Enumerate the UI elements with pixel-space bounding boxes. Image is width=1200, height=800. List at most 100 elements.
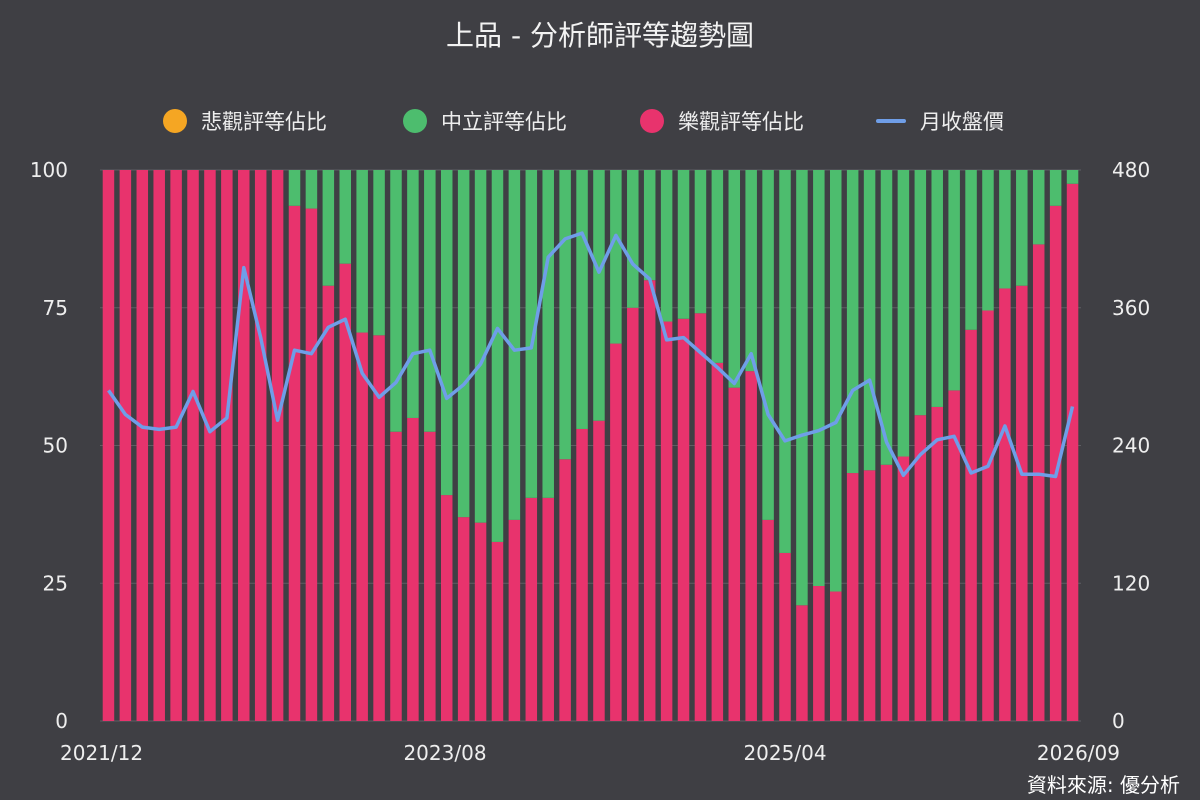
bar-optimistic (914, 415, 927, 721)
bar-neutral (846, 170, 859, 474)
bar-optimistic (187, 170, 199, 721)
bar-optimistic (982, 310, 994, 721)
bar-optimistic (593, 420, 605, 721)
y-right-tick: 480 (1112, 158, 1150, 182)
x-tick: 2021/12 (60, 741, 143, 765)
bar-optimistic (305, 208, 318, 721)
bar-optimistic (796, 605, 808, 721)
legend-dot-optimistic (640, 109, 664, 133)
bar-optimistic (880, 464, 893, 721)
bar-neutral (339, 170, 352, 264)
bar-neutral (542, 170, 554, 498)
bar-optimistic (153, 170, 165, 721)
y-left-tick: 25 (43, 571, 68, 595)
bar-optimistic (846, 473, 859, 721)
bar-optimistic (457, 517, 470, 721)
bar-neutral (1049, 170, 1062, 206)
bar-optimistic (1016, 285, 1028, 721)
bar-neutral (305, 170, 318, 209)
bar-optimistic (863, 470, 876, 721)
bar-optimistic (728, 387, 741, 721)
bar-optimistic (660, 321, 673, 721)
legend-item-pessimistic[interactable]: 悲觀評等佔比 (163, 106, 327, 136)
bar-optimistic (762, 519, 774, 721)
bar-neutral (982, 170, 994, 311)
bar-neutral (914, 170, 927, 416)
bar-neutral (390, 170, 402, 432)
bar-neutral (931, 170, 943, 407)
bar-optimistic (424, 431, 436, 721)
bar-neutral (288, 170, 301, 206)
y-left-tick: 100 (30, 158, 68, 182)
source-credit: 資料來源: 優分析 (1026, 773, 1180, 797)
legend-line-close-price (876, 119, 906, 123)
bar-neutral (424, 170, 436, 432)
price-line (107, 231, 1075, 479)
bar-neutral (576, 170, 588, 429)
y-left-tick: 75 (43, 296, 68, 320)
bar-neutral (457, 170, 470, 518)
bar-neutral (999, 170, 1011, 289)
bar-optimistic (931, 406, 943, 721)
bar-neutral (474, 170, 487, 523)
bar-neutral (508, 170, 521, 520)
bar-optimistic (204, 170, 216, 721)
x-tick: 2026/09 (1037, 741, 1120, 765)
bar-neutral (373, 170, 385, 336)
legend-item-close-price[interactable]: 月收盤價 (876, 106, 1004, 136)
legend-item-optimistic[interactable]: 樂觀評等佔比 (640, 106, 804, 136)
bar-optimistic (745, 371, 757, 721)
bar-neutral (762, 170, 774, 520)
bar-neutral (627, 170, 639, 308)
bar-optimistic (525, 497, 538, 721)
bar-optimistic (677, 318, 690, 721)
bar-optimistic (356, 332, 368, 721)
legend-label-close-price: 月收盤價 (920, 110, 1004, 134)
bar-optimistic (390, 431, 402, 721)
y-right-tick: 240 (1112, 434, 1150, 458)
bar-optimistic (694, 313, 707, 721)
bar-optimistic (897, 456, 910, 721)
bar-neutral (610, 170, 622, 344)
bar-optimistic (1032, 244, 1045, 721)
bar-optimistic (339, 263, 352, 721)
legend-dot-pessimistic (163, 109, 187, 133)
bar-neutral (491, 170, 504, 542)
bar-neutral (711, 170, 724, 363)
legend-item-neutral[interactable]: 中立評等佔比 (403, 106, 567, 136)
legend-label-pessimistic: 悲觀評等佔比 (201, 110, 327, 134)
bar-optimistic (136, 170, 149, 721)
bar-neutral (559, 170, 571, 460)
chart-title: 上品 - 分析師評等趨勢圖 (446, 19, 754, 52)
bar-optimistic (948, 390, 960, 721)
bar-optimistic (170, 170, 182, 721)
bar-optimistic (1049, 205, 1062, 721)
bar-optimistic (119, 170, 132, 721)
bar-optimistic (322, 285, 335, 721)
bar-neutral (440, 170, 453, 496)
bar-optimistic (491, 541, 504, 721)
bar-neutral (897, 170, 910, 457)
bar-neutral (948, 170, 960, 391)
bar-optimistic (542, 497, 554, 721)
legend-dot-neutral (403, 109, 427, 133)
bar-optimistic (474, 522, 487, 721)
y-right-tick: 120 (1112, 571, 1150, 595)
y-right-tick: 360 (1112, 296, 1150, 320)
y-right-tick: 0 (1112, 709, 1125, 733)
bar-optimistic (711, 362, 724, 721)
bar-neutral (880, 170, 893, 465)
bar-neutral (728, 170, 741, 388)
bar-optimistic (254, 170, 267, 721)
bar-neutral (407, 170, 419, 418)
bar-optimistic (627, 307, 639, 721)
bar-optimistic (965, 329, 977, 721)
bar-optimistic (440, 495, 453, 721)
bar-optimistic (102, 170, 115, 721)
bar-optimistic (288, 205, 301, 721)
bar-optimistic (508, 519, 521, 721)
chart-legend: 悲觀評等佔比 中立評等佔比 樂觀評等佔比 月收盤價 (0, 106, 1200, 138)
bar-neutral (813, 170, 825, 587)
bar-optimistic (779, 552, 791, 721)
